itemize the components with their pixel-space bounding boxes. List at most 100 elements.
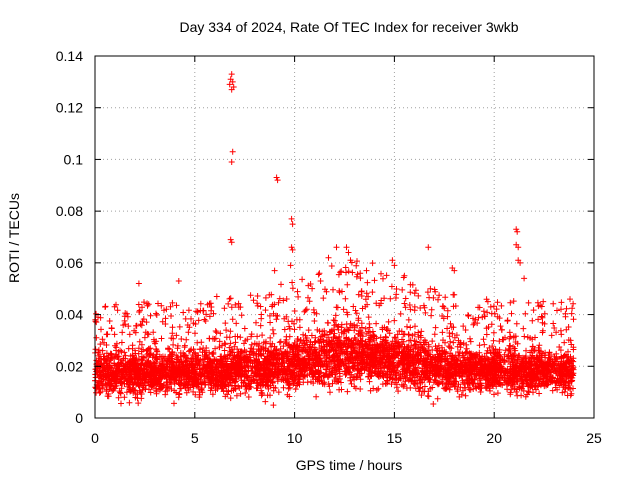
data-point — [322, 366, 329, 373]
data-point — [415, 292, 422, 299]
data-point — [558, 306, 564, 313]
data-point — [568, 378, 575, 385]
data-point — [529, 317, 536, 324]
data-point — [175, 365, 182, 372]
data-point — [336, 289, 343, 296]
data-point — [111, 303, 118, 310]
data-point — [295, 372, 302, 379]
data-point — [550, 320, 557, 327]
data-point — [330, 317, 337, 324]
data-point — [95, 347, 102, 354]
data-point — [519, 383, 526, 390]
data-point — [283, 369, 290, 376]
data-point — [198, 386, 205, 393]
data-point — [280, 377, 287, 384]
data-point — [560, 354, 567, 361]
data-point — [406, 302, 413, 308]
data-point — [364, 279, 371, 286]
data-point — [222, 320, 229, 327]
data-point — [481, 341, 488, 348]
data-point — [258, 311, 265, 318]
data-point — [367, 373, 374, 380]
data-point — [97, 341, 104, 348]
data-point — [106, 318, 113, 324]
data-point — [346, 363, 353, 370]
data-point — [280, 297, 287, 304]
data-point — [262, 294, 269, 301]
data-point — [446, 330, 453, 336]
data-point — [400, 353, 407, 360]
data-point — [462, 392, 469, 399]
data-point — [285, 318, 292, 325]
data-point — [355, 291, 362, 298]
data-point — [123, 389, 130, 396]
data-point — [178, 336, 185, 342]
data-point — [520, 325, 527, 332]
data-point — [542, 380, 549, 387]
data-point — [444, 313, 451, 320]
data-point — [266, 376, 273, 383]
data-point — [429, 338, 436, 345]
data-point — [181, 342, 188, 349]
data-point — [402, 295, 409, 302]
data-point — [447, 320, 454, 327]
data-point — [169, 348, 176, 355]
data-point — [463, 359, 470, 365]
data-point — [312, 334, 319, 341]
data-point — [258, 364, 265, 371]
data-point — [119, 329, 126, 336]
data-point — [412, 323, 418, 330]
data-point — [569, 305, 576, 312]
data-point — [135, 345, 142, 352]
data-point — [109, 388, 116, 394]
data-point — [147, 312, 154, 319]
data-point — [121, 394, 128, 401]
data-point — [195, 317, 202, 324]
data-point — [308, 332, 315, 339]
data-point — [532, 372, 539, 378]
data-point — [349, 322, 356, 329]
data-point — [196, 360, 203, 367]
data-point — [475, 314, 482, 321]
data-point — [291, 370, 298, 377]
data-point — [324, 352, 331, 359]
data-point — [369, 350, 376, 357]
data-point — [524, 391, 531, 398]
data-point — [168, 335, 175, 342]
data-point — [442, 294, 449, 301]
data-point — [345, 268, 352, 275]
data-point — [341, 368, 348, 375]
data-point — [149, 354, 156, 361]
data-point — [149, 382, 156, 388]
data-point — [456, 352, 463, 359]
data-point — [285, 385, 292, 392]
data-point — [400, 383, 407, 390]
data-point — [353, 310, 360, 317]
data-point — [450, 339, 457, 346]
data-point — [365, 373, 371, 380]
data-point — [221, 305, 228, 312]
data-point — [200, 307, 206, 314]
data-point — [276, 295, 283, 302]
data-point — [253, 319, 259, 326]
data-point — [428, 306, 435, 313]
data-point — [518, 384, 525, 391]
data-point — [245, 394, 252, 400]
data-point — [173, 332, 180, 339]
data-point — [521, 333, 528, 340]
data-point — [246, 376, 253, 383]
data-point — [201, 316, 208, 323]
data-point — [294, 336, 301, 342]
data-point — [185, 329, 192, 336]
data-point — [390, 371, 396, 378]
data-point — [348, 380, 355, 387]
data-point — [286, 333, 293, 340]
data-point — [153, 355, 160, 362]
data-point — [470, 315, 476, 322]
data-point — [523, 347, 529, 354]
data-point — [299, 276, 306, 283]
data-point — [351, 345, 358, 352]
data-point — [229, 349, 236, 356]
data-point — [136, 307, 143, 314]
data-point — [444, 307, 451, 314]
